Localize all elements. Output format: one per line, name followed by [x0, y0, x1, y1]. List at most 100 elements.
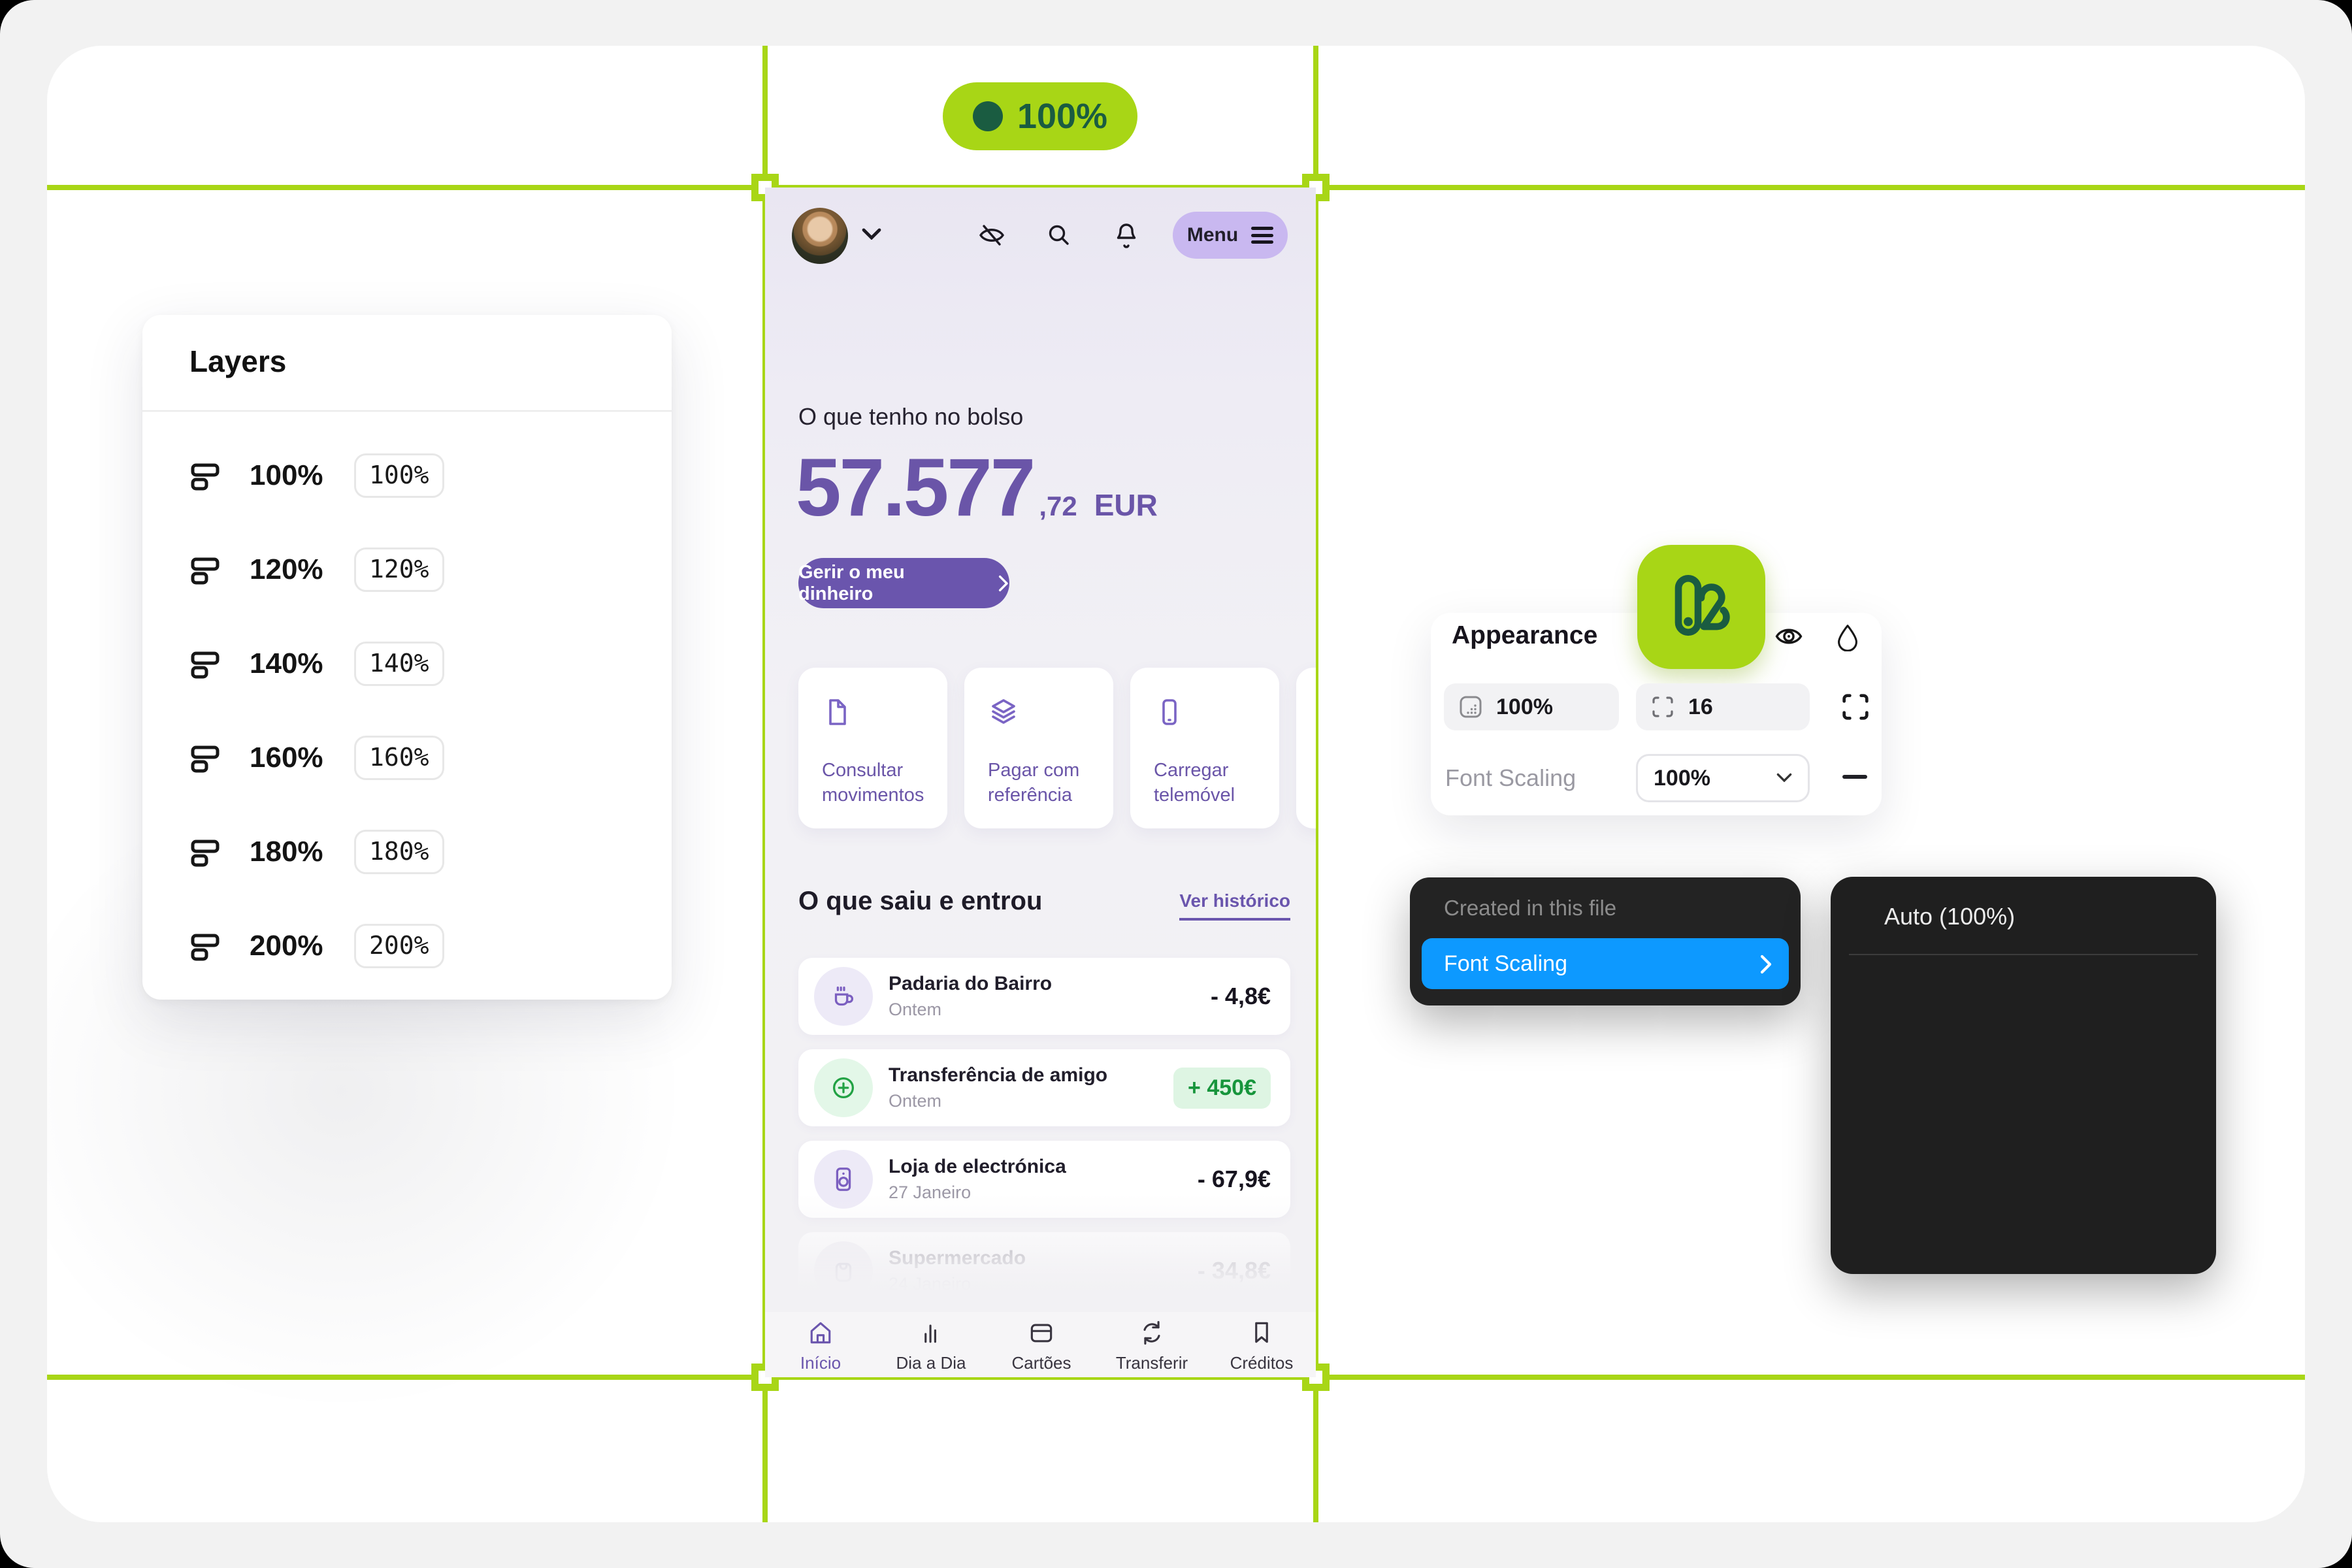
layer-label: 100% [250, 459, 323, 491]
menu-button[interactable]: Menu [1173, 212, 1288, 259]
layers-divider [142, 410, 672, 412]
context-menu-item-font-scaling[interactable]: Font Scaling [1422, 938, 1789, 989]
frame-brackets-icon [1649, 693, 1676, 721]
layers-panel: Layers 100% 100% 120% 120% 140% 140% 160… [142, 315, 672, 1000]
layer-row[interactable]: 200% 200% [189, 899, 640, 993]
coffee-cup-icon [834, 986, 853, 1006]
quick-action-card-partial[interactable] [1296, 668, 1316, 828]
speaker-icon [836, 1168, 851, 1191]
size-field[interactable]: 16 [1636, 683, 1810, 730]
design-canvas[interactable]: 100% Layers 100% 100% 120% 120% 140% 140… [47, 46, 2305, 1522]
search-icon[interactable] [1043, 220, 1075, 251]
quick-action-carregar[interactable]: Carregar telemóvel [1130, 668, 1279, 828]
minus-dash-icon[interactable] [1842, 775, 1867, 779]
transaction-meta: Padaria do Bairro Ontem [889, 973, 1052, 1020]
font-scaling-value: 100% [1654, 765, 1710, 791]
avatar[interactable] [792, 208, 848, 264]
quick-action-pagar[interactable]: Pagar com referência [964, 668, 1113, 828]
hamburger-icon [1251, 227, 1274, 244]
layer-row[interactable]: 160% 160% [189, 711, 640, 805]
layer-label: 180% [250, 836, 323, 868]
frame-guide-bottom [47, 1375, 2305, 1380]
font-scaling-submenu: Auto (100%) 100% 120% 140% 160% 180% 200… [1831, 877, 2216, 1274]
balance-title: O que tenho no bolso [798, 403, 1024, 430]
nav-transferir[interactable]: Transferir [1106, 1318, 1198, 1373]
bookmark-icon [1247, 1318, 1276, 1347]
manage-money-button[interactable]: Gerir o meu dinheiro [798, 558, 1009, 608]
layer-row[interactable]: 180% 180% [189, 805, 640, 899]
quick-action-label: Consultar movimentos [822, 760, 924, 806]
list-fade-overlay [765, 1194, 1316, 1315]
nav-dia-a-dia[interactable]: Dia a Dia [885, 1318, 977, 1373]
chevron-down-icon[interactable] [862, 228, 881, 242]
quick-action-consultar[interactable]: Consultar movimentos [798, 668, 947, 828]
layer-scale-badge: 100% [354, 453, 444, 498]
nav-cartoes[interactable]: Cartões [996, 1318, 1087, 1373]
layer-component-icon [189, 742, 221, 774]
home-icon [806, 1318, 835, 1347]
submenu-auto-option[interactable]: Auto (100%) [1884, 903, 2016, 930]
transfer-icon [1137, 1318, 1166, 1347]
layer-component-icon [189, 930, 221, 962]
nav-label: Dia a Dia [896, 1353, 966, 1373]
quick-action-label: Carregar telemóvel [1154, 760, 1235, 806]
layer-scale-badge: 200% [354, 924, 444, 968]
context-menu-item-label: Font Scaling [1444, 951, 1567, 976]
transaction-meta: Transferência de amigo Ontem [889, 1064, 1107, 1111]
density-value: 100% [1496, 694, 1553, 719]
transaction-row[interactable]: Transferência de amigo Ontem + 450€ [798, 1049, 1290, 1126]
chevron-right-icon [999, 575, 1009, 591]
layer-scale-badge: 120% [354, 547, 444, 592]
layer-scale-badge: 180% [354, 830, 444, 874]
view-history-link[interactable]: Ver histórico [1179, 890, 1290, 921]
bell-icon[interactable] [1111, 220, 1142, 251]
layer-label: 120% [250, 553, 323, 585]
document-icon [822, 696, 853, 728]
balance-integer: 57.577 [796, 442, 1036, 533]
layer-row[interactable]: 120% 120% [189, 523, 640, 617]
size-value: 16 [1688, 694, 1713, 719]
font-scaling-dropdown[interactable]: 100% [1636, 754, 1810, 802]
transaction-amount: - 67,9€ [1197, 1166, 1271, 1192]
chevron-down-icon [1776, 773, 1792, 783]
layer-component-icon [189, 836, 221, 868]
transaction-date: Ontem [889, 1000, 942, 1019]
nav-creditos[interactable]: Créditos [1216, 1318, 1307, 1373]
transaction-name: Padaria do Bairro [889, 973, 1053, 994]
layer-row[interactable]: 100% 100% [189, 429, 640, 523]
nav-label: Créditos [1230, 1353, 1294, 1373]
quick-action-label: Pagar com referência [988, 760, 1080, 806]
nav-inicio[interactable]: Início [775, 1318, 866, 1373]
transaction-name: Loja de electrónica [889, 1156, 1066, 1177]
submenu-divider [1849, 954, 2198, 955]
expand-brackets-icon[interactable] [1838, 690, 1872, 724]
density-field[interactable]: 100% [1444, 683, 1619, 730]
transaction-row[interactable]: Padaria do Bairro Ontem - 4,8€ [798, 958, 1290, 1035]
eye-off-icon[interactable] [976, 220, 1007, 251]
stack-icon [988, 696, 1019, 728]
nav-label: Transferir [1115, 1353, 1188, 1373]
droplet-icon[interactable] [1833, 621, 1863, 651]
layer-scale-badge: 140% [354, 642, 444, 686]
transaction-amount: - 4,8€ [1210, 983, 1271, 1009]
chevron-right-icon [1760, 955, 1772, 974]
balance-currency: EUR [1094, 488, 1158, 522]
app-logo-tile[interactable] [1637, 545, 1765, 669]
layer-row[interactable]: 140% 140% [189, 617, 640, 711]
phone-frame[interactable]: Menu O que tenho no bolso 57.577 ,72 EUR… [765, 188, 1316, 1377]
nav-label: Início [800, 1353, 841, 1373]
layer-component-icon [189, 554, 221, 585]
layer-component-icon [189, 648, 221, 679]
eye-icon[interactable] [1772, 619, 1806, 653]
manage-money-label: Gerir o meu dinheiro [798, 561, 905, 604]
layer-label: 140% [250, 647, 323, 679]
smartphone-icon [1154, 696, 1185, 728]
transaction-name: Transferência de amigo [889, 1064, 1108, 1086]
frame-guide-right [1313, 46, 1318, 1522]
context-menu-header: Created in this file [1444, 896, 1617, 920]
scale-badge-label: 100% [1017, 97, 1108, 136]
menu-button-label: Menu [1186, 224, 1239, 246]
frame-scale-badge[interactable]: 100% [943, 82, 1137, 150]
transactions-title: O que saiu e entrou [798, 887, 1043, 915]
